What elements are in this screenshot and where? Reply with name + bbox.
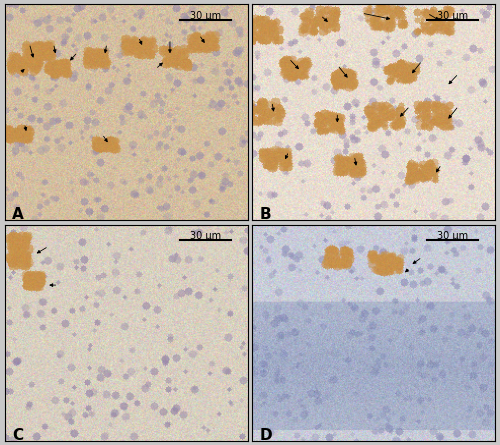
Text: C: C [12, 428, 24, 443]
Text: A: A [12, 207, 24, 222]
Text: 30 μm: 30 μm [190, 231, 220, 241]
Text: 30 μm: 30 μm [437, 11, 468, 21]
Text: D: D [260, 428, 272, 443]
Text: 30 μm: 30 μm [190, 11, 220, 21]
Text: 30 μm: 30 μm [437, 231, 468, 241]
Text: B: B [260, 207, 272, 222]
